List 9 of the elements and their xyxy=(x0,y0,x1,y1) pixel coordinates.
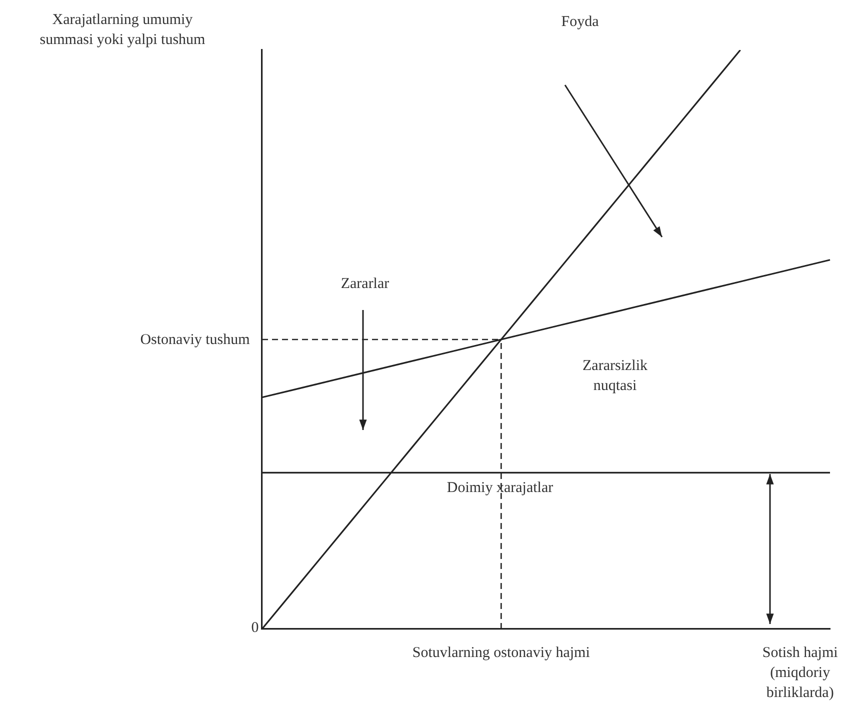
annotation: Zararlar xyxy=(340,275,390,294)
text: Foyda xyxy=(560,13,600,32)
annotation: Zararsizlik nuqtasi xyxy=(582,357,648,396)
x-tick-label: Sotuvlarning ostonaviy hajmi xyxy=(411,644,591,663)
text: 0 xyxy=(250,619,260,638)
x-tick-label: Sotish hajmi (miqdoriy birliklarda) xyxy=(761,644,839,703)
text: Ostonaviy tushum xyxy=(140,331,250,350)
y-axis-title: Xarajatlarning umumiy summasi yoki yalpi tushum xyxy=(38,11,206,50)
annotation: Doimiy xarajatlar xyxy=(446,479,554,498)
